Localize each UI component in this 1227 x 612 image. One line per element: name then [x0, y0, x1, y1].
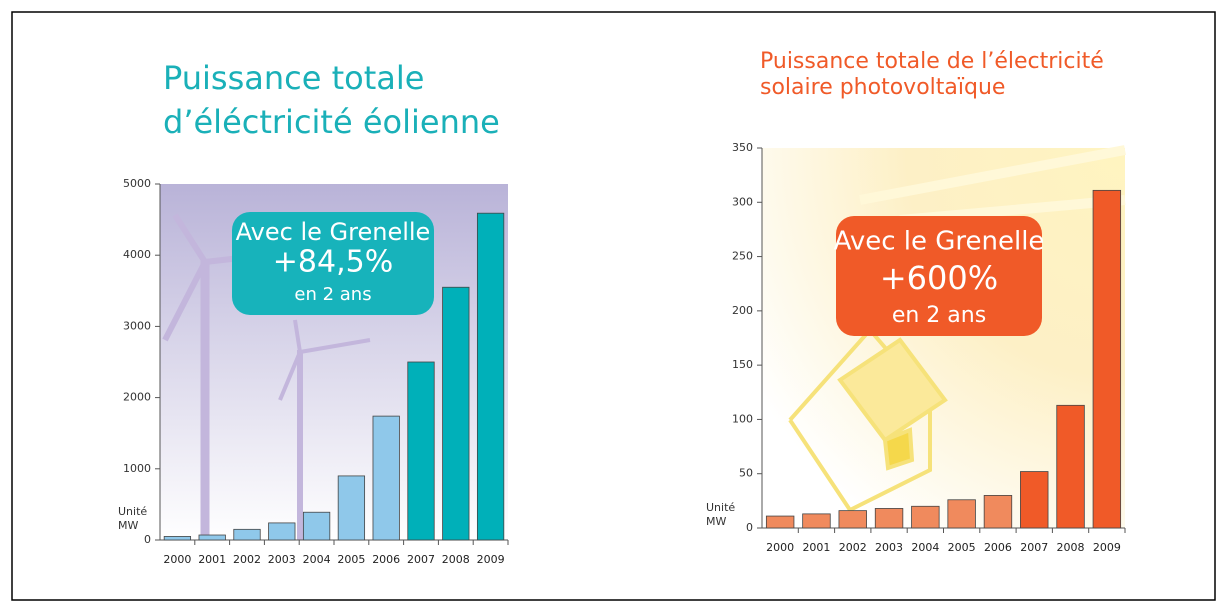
annotation-text: +84,5% [273, 245, 393, 280]
bar [198, 534, 226, 541]
y-tick-label: 0 [746, 521, 753, 534]
bar [765, 515, 795, 529]
y-tick-label: 300 [732, 195, 753, 208]
x-tick-label: 2005 [948, 541, 976, 554]
x-tick-label: 2007 [407, 553, 435, 566]
bar [874, 508, 904, 529]
bar [372, 415, 400, 541]
chart-title: Puissance totale [163, 59, 424, 97]
bar [407, 361, 435, 541]
y-tick-label: 4000 [123, 248, 151, 261]
x-tick-label: 2009 [477, 553, 505, 566]
unit-label: MW [118, 519, 138, 532]
annotation-text: Avec le Grenelle [236, 218, 431, 246]
bar [947, 499, 976, 529]
frame [11, 11, 1216, 601]
x-tick-label: 2005 [337, 553, 365, 566]
x-tick-label: 2007 [1020, 541, 1048, 554]
bar [163, 536, 192, 541]
x-tick-label: 2008 [442, 553, 470, 566]
annotation-box [836, 216, 1042, 336]
bar [1056, 404, 1085, 529]
x-tick-label: 2000 [163, 553, 191, 566]
bar [802, 513, 831, 529]
x-tick-label: 2000 [766, 541, 794, 554]
y-tick-label: 100 [732, 412, 753, 425]
y-tick-label: 1000 [123, 462, 151, 475]
x-tick-label: 2003 [875, 541, 903, 554]
bar [233, 528, 261, 541]
y-tick-label: 2000 [123, 391, 151, 404]
chart-title: d’éléctricité éolienne [163, 103, 500, 141]
x-tick-label: 2009 [1093, 541, 1121, 554]
x-tick-label: 2001 [198, 553, 226, 566]
bar [442, 286, 470, 541]
bar [476, 212, 505, 541]
chart-title: Puissance totale de l’électricité [760, 49, 1104, 74]
x-tick-label: 2006 [984, 541, 1012, 554]
x-tick-label: 2003 [268, 553, 296, 566]
y-tick-label: 0 [144, 533, 151, 546]
x-tick-label: 2006 [372, 553, 400, 566]
bar [337, 475, 366, 541]
y-tick-label: 50 [739, 467, 753, 480]
y-tick-label: 3000 [123, 319, 151, 332]
bar [983, 495, 1013, 529]
unit-label: Unité [706, 501, 735, 514]
y-tick-label: 250 [732, 250, 753, 263]
bar [911, 505, 940, 529]
y-tick-label: 200 [732, 304, 753, 317]
bar [838, 510, 867, 529]
bar [302, 511, 331, 541]
x-tick-label: 2004 [911, 541, 939, 554]
unit-label: Unité [118, 505, 147, 518]
x-tick-label: 2008 [1057, 541, 1085, 554]
bar [1092, 189, 1122, 529]
annotation-text: en 2 ans [294, 284, 371, 305]
x-tick-label: 2001 [802, 541, 830, 554]
y-tick-label: 5000 [123, 177, 151, 190]
unit-label: MW [706, 515, 726, 528]
y-tick-label: 350 [732, 141, 753, 154]
y-tick-label: 150 [732, 358, 753, 371]
x-tick-label: 2002 [233, 553, 261, 566]
annotation-text: +600% [880, 259, 998, 297]
annotation-text: en 2 ans [892, 303, 986, 328]
bar [268, 522, 296, 541]
chart-title: solaire photovoltaïque [760, 75, 1005, 100]
x-tick-label: 2004 [303, 553, 331, 566]
annotation-box [232, 212, 434, 315]
bar [1020, 471, 1049, 529]
x-tick-label: 2002 [839, 541, 867, 554]
annotation-text: Avec le Grenelle [834, 227, 1045, 257]
